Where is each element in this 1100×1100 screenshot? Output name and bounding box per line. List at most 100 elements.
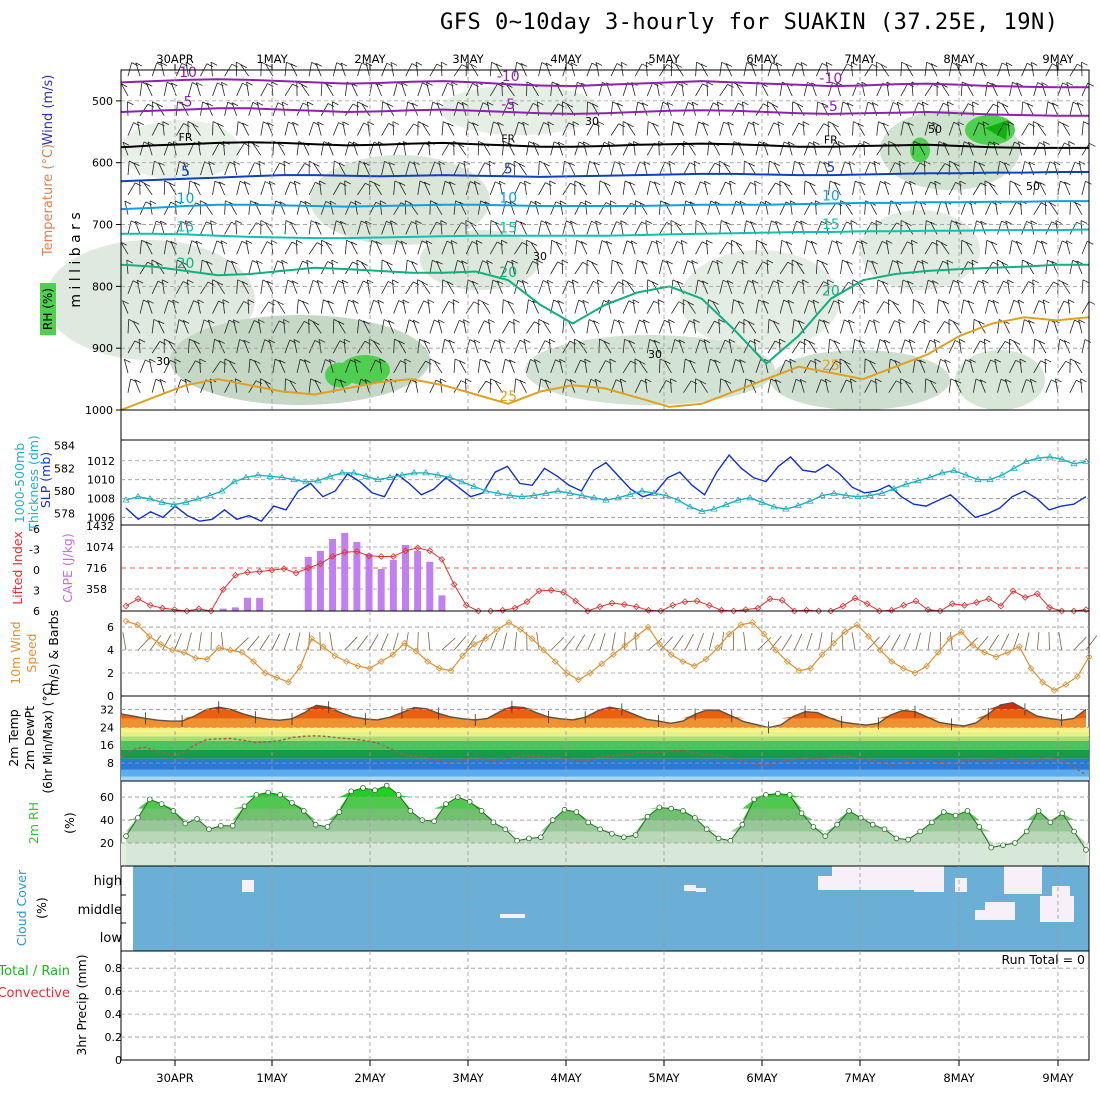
wind-barb [314,221,322,235]
wind-barb-flag [578,341,586,346]
wind-barb-flag [676,280,684,285]
rh-patch [955,350,1045,410]
slp-axis-title: SLP (mb) [38,452,53,508]
thickness-marker [278,473,286,480]
wind-barb [551,636,565,651]
wind-barb [936,359,941,374]
wind-barb [489,62,492,77]
wind-barb [543,162,552,176]
wind-barb-flag [536,259,544,264]
wind-barb [936,321,945,334]
wind-barb [188,360,196,374]
lifted-index-marker [948,600,956,608]
wind-barb [489,220,492,235]
wind-barb [632,299,636,314]
wind-speed-marker [424,658,432,665]
date-label: 5MAY [648,1071,680,1085]
wind-barb-flag [485,380,493,385]
wind-barb [284,181,291,196]
wind-barb [691,102,696,116]
wind-barb [959,180,962,195]
lifted-index-marker [304,564,312,572]
wind-barb [224,161,230,176]
wind-barb [658,222,667,235]
wind-barb [186,632,192,651]
lifted-index-marker [766,595,774,603]
wind-barb [808,182,817,196]
cloud-block [975,910,985,920]
wind-barb-flag [187,279,194,284]
isotherm-label: 10 [499,190,517,206]
rh-contour-label: 50 [928,123,942,136]
thickness-marker [290,475,298,483]
wind-barb [695,241,703,255]
wind-barb [1003,320,1010,334]
wind-barb-flag [1018,141,1025,146]
wind-barb-flag [195,240,203,245]
wind-barb [840,260,843,275]
wind-barb [726,280,733,294]
wind-barb [979,379,986,393]
wind-barb [357,122,364,136]
wind-speed-marker [853,621,861,629]
wind-barb [206,261,213,275]
wind-speed-marker [795,667,803,675]
wind-barb [159,220,165,235]
lifted-index-marker [523,598,531,606]
wind-barb [721,632,725,651]
thickness-marker [506,491,514,498]
wind-barb-flag [210,61,218,66]
lifted-index-marker [730,607,737,615]
wind-barb [405,161,410,176]
wind-barb [562,161,565,176]
wind-barb-flag [427,299,435,304]
wind-barb [332,340,341,354]
wind-barb [308,242,318,255]
wind-barb-flag [473,339,481,344]
wind-barb-flag [693,319,700,323]
wind-barb [900,339,906,354]
thickness-marker [818,491,826,498]
wind-barb [532,142,539,156]
wind-barb-flag [291,280,299,285]
wind-barb [283,161,286,176]
wind-barb-flag [218,340,225,344]
wind-barb [672,635,684,651]
wind-barb-flag [1013,341,1021,345]
lifted-index-marker [912,597,920,605]
wind-barb [362,320,370,334]
wind-barb [187,240,193,255]
wind-barb-flag [597,121,605,125]
wind-barb [222,299,226,314]
wind-speed-marker [203,655,211,663]
wind-barb [550,359,556,374]
date-label: 2MAY [354,1071,386,1085]
wind-barb [402,299,407,314]
wind-barb-flag [461,64,469,68]
wind-barb [1069,319,1075,334]
wind-barb-flag [241,281,249,285]
wind-barb-flag [440,220,447,224]
wind-barb [695,62,697,77]
wind-barb-flag [990,241,998,246]
wind-barb-flag [978,320,985,325]
wind-barb [598,180,601,195]
wind-barb-flag [496,280,504,285]
wind-barb [593,161,600,176]
wind-barb [441,241,448,255]
wind-speed-marker [551,658,559,665]
wind-barb [279,201,286,215]
wind-barb-flag [156,103,163,108]
wind-barb [852,240,858,255]
wind-barb-flag [1030,378,1037,383]
wind-barb [666,102,672,116]
wind-barb [221,82,225,97]
rh-marker [194,816,200,822]
wind-barb [356,635,369,651]
wind-speed-marker [575,676,582,684]
wind-barb [197,299,201,314]
wind-barb-flag [954,379,962,384]
wind-barb-flag [618,319,625,324]
wind-speed-marker [586,669,594,677]
wind-barb-flag [699,380,707,385]
